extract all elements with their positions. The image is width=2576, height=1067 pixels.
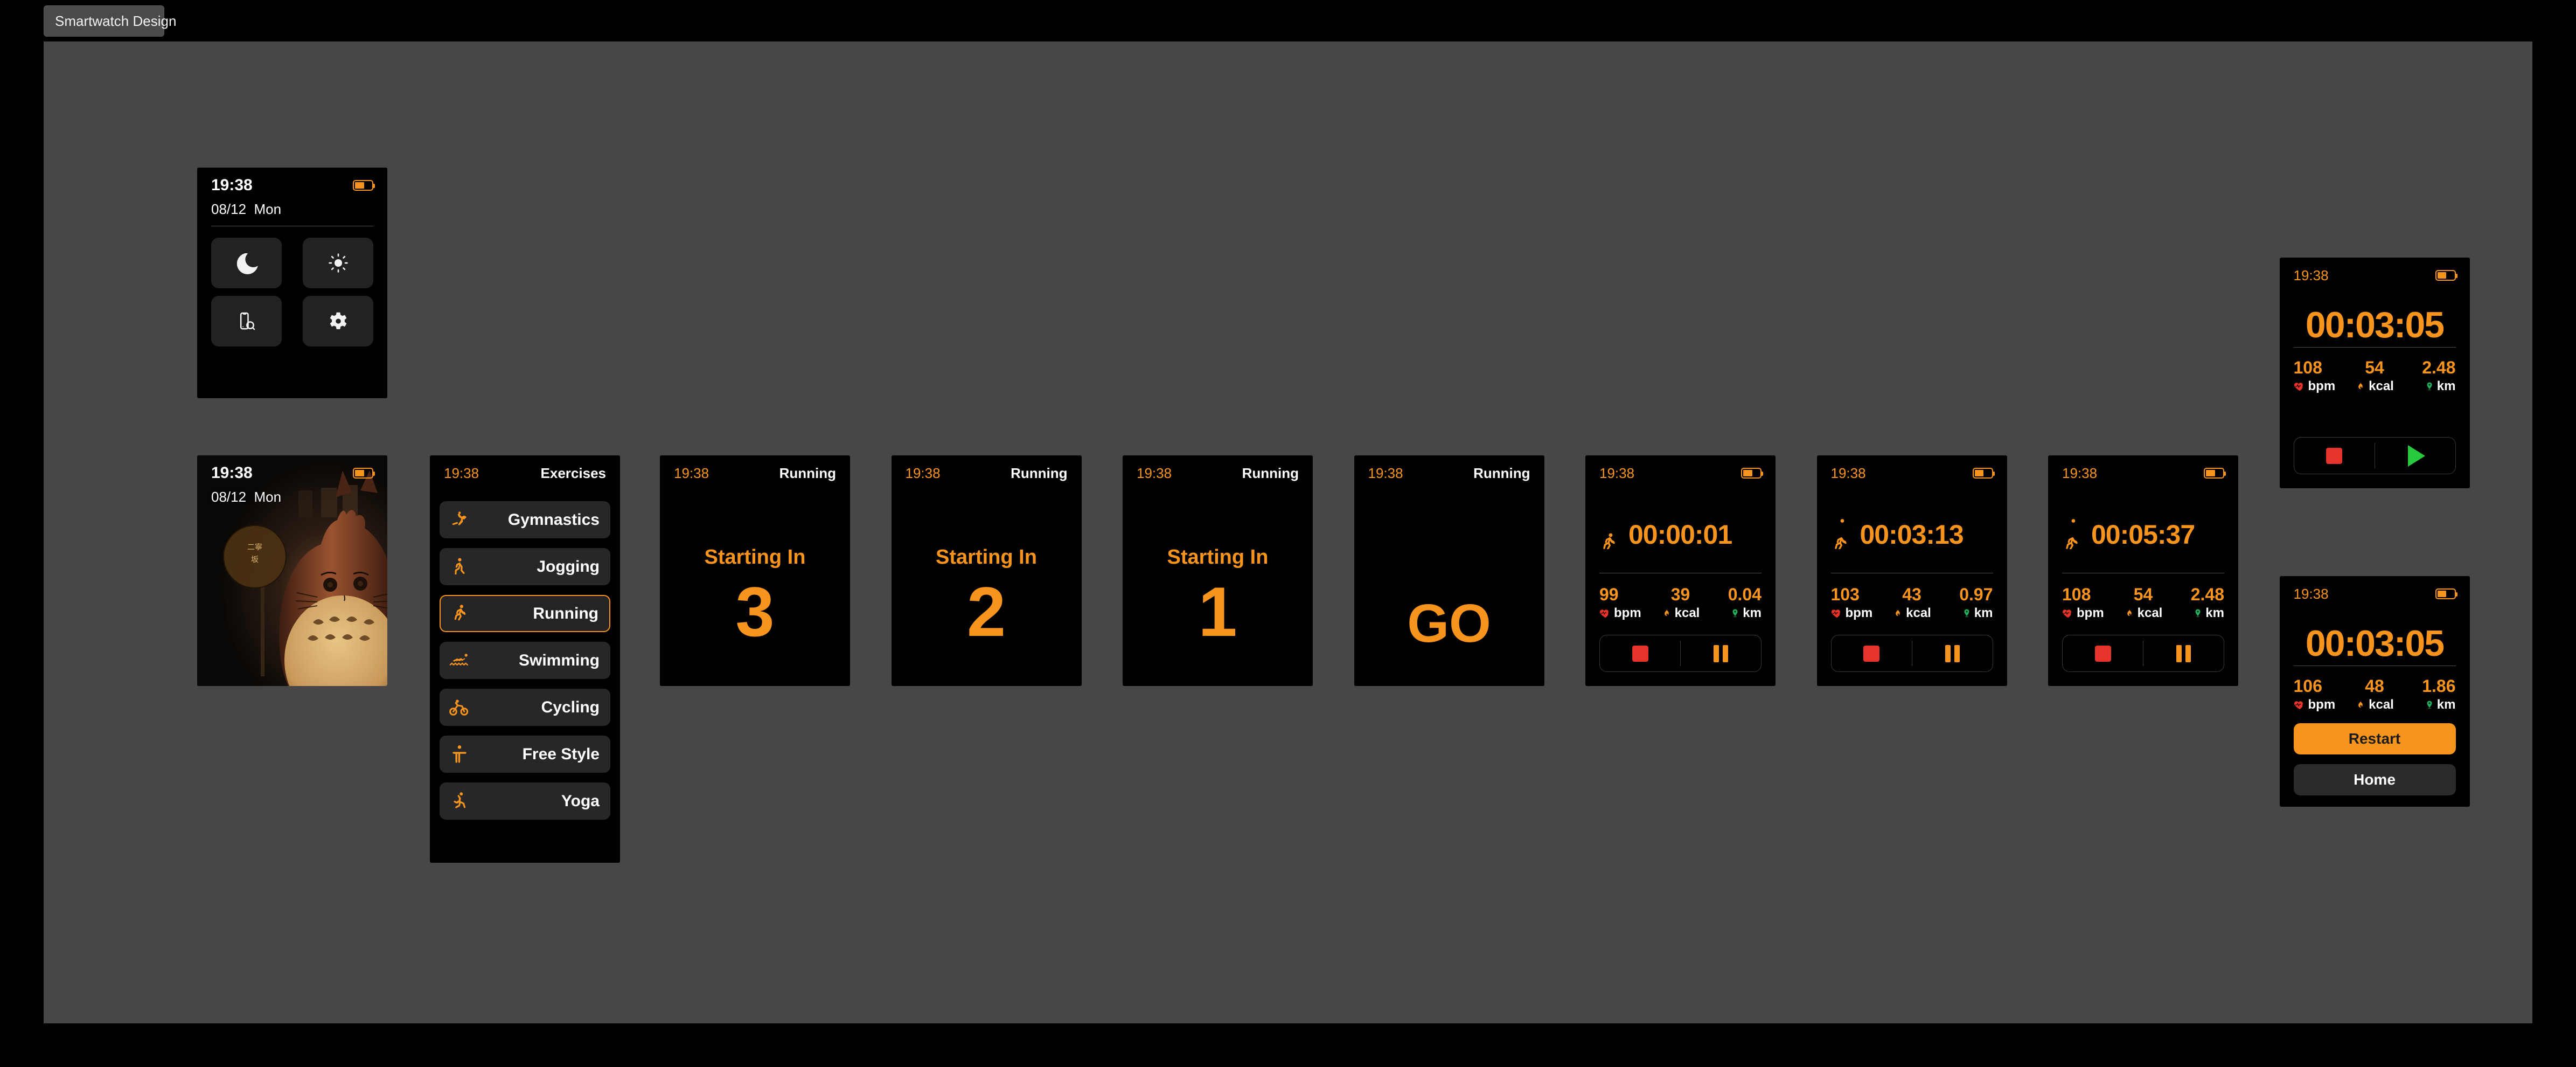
svg-text:坂: 坂: [251, 555, 259, 564]
svg-text:二寧: 二寧: [247, 543, 262, 551]
